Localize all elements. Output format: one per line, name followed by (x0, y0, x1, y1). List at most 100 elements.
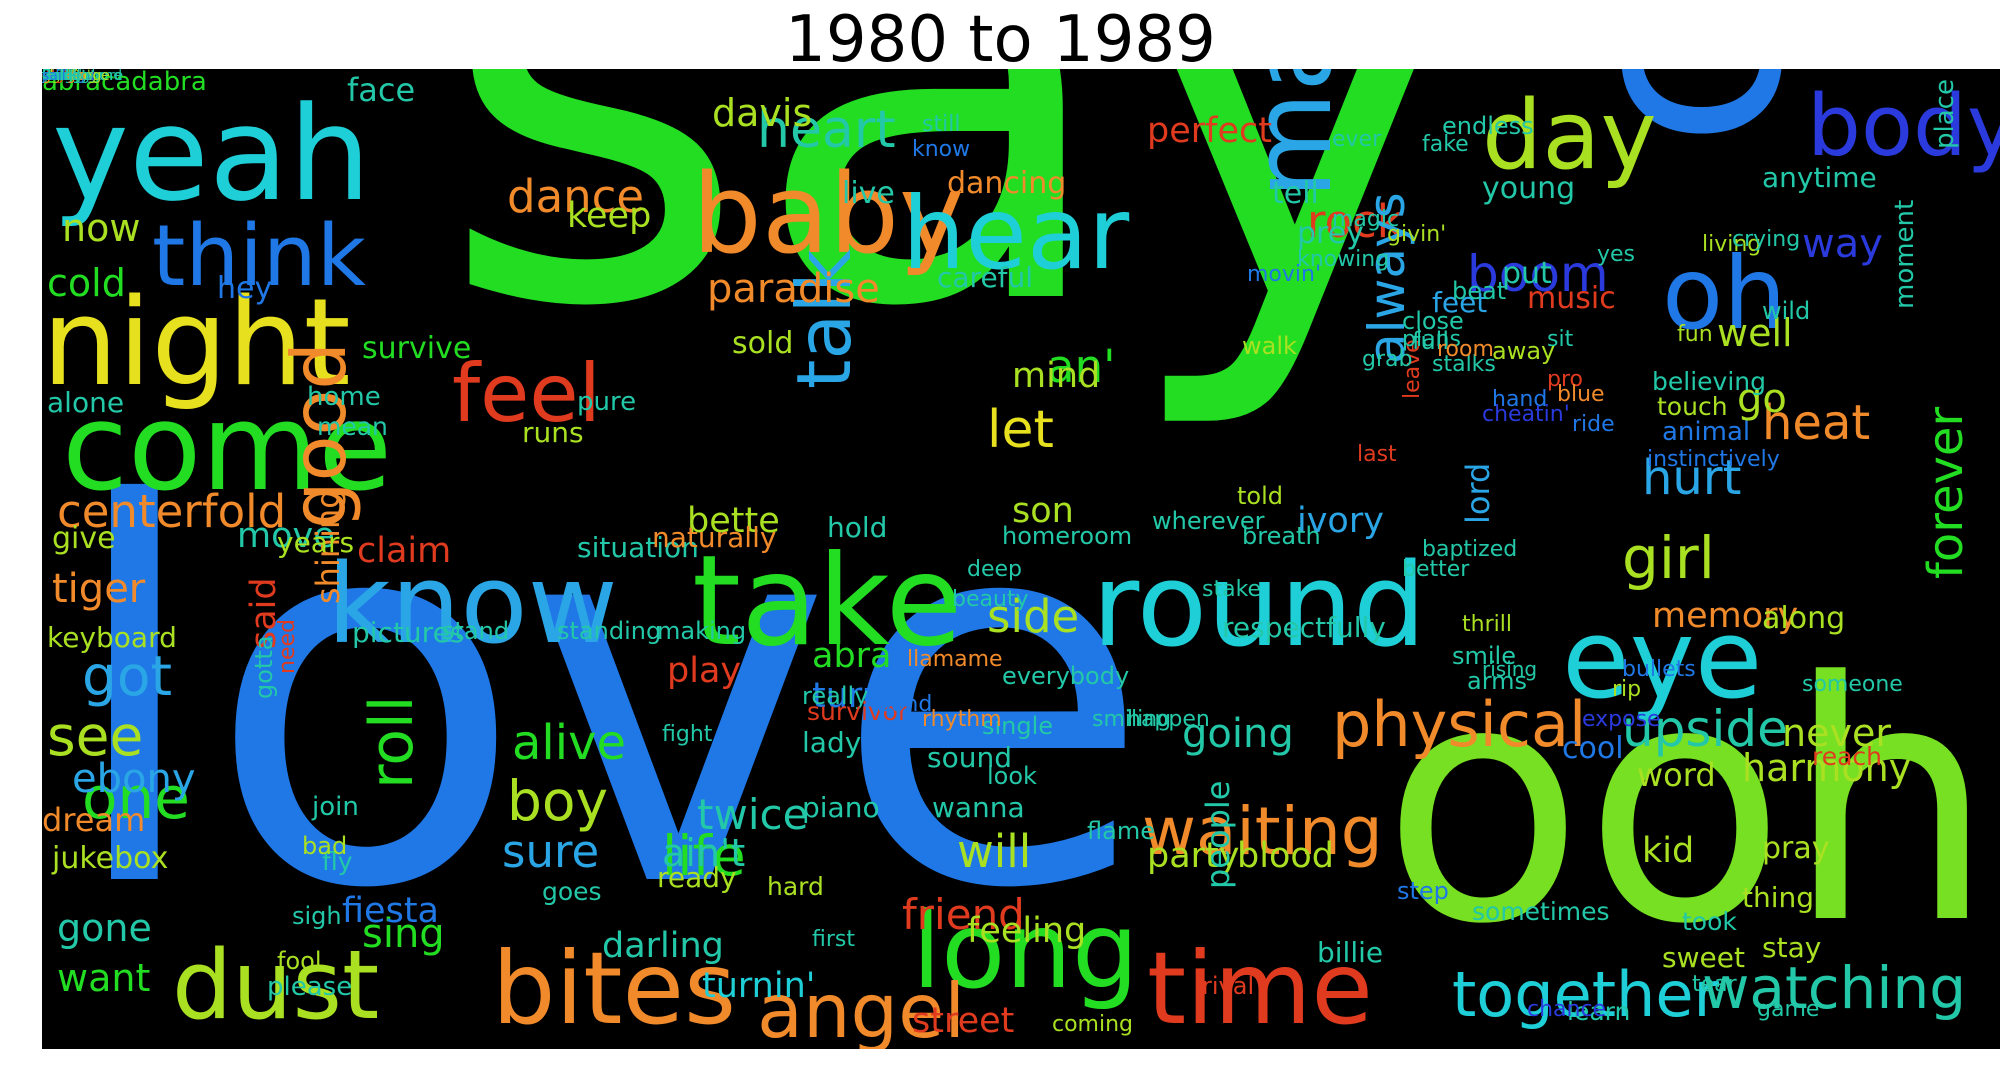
cloud-word: feeling (967, 911, 1087, 951)
cloud-word: give (52, 521, 116, 556)
cloud-word: bullets (1622, 657, 1696, 682)
cloud-word: sigh (292, 902, 342, 930)
cloud-word: flame (1087, 817, 1155, 845)
cloud-word: people (1199, 780, 1237, 889)
cloud-word: step (1397, 877, 1449, 905)
cloud-word: body (1807, 77, 2000, 176)
cloud-word: givin' (1387, 222, 1447, 247)
cloud-word: lady (802, 726, 862, 759)
cloud-word: situation (577, 531, 699, 564)
cloud-word: ever (1332, 127, 1382, 152)
cloud-word: years (277, 526, 355, 559)
cloud-word: yeah (52, 78, 371, 230)
cloud-word: put (1502, 256, 1552, 291)
cloud-word: wanna (932, 791, 1025, 824)
cloud-word: baby (692, 150, 965, 278)
cloud-word: ebony (72, 756, 196, 802)
cloud-word: bette (687, 501, 780, 541)
cloud-word: moment (1890, 199, 1920, 309)
cloud-word: movin' (1247, 262, 1322, 287)
cloud-word: join (312, 792, 359, 822)
cloud-word: come (62, 379, 393, 518)
cloud-word: first (812, 927, 855, 952)
cloud-word: fly (322, 847, 353, 876)
cloud-word: tell (1272, 176, 1319, 211)
cloud-word: world (42, 69, 81, 84)
cloud-word: everyone (42, 69, 108, 84)
cloud-word: alright (42, 69, 88, 84)
cloud-word: turn (812, 676, 884, 716)
cloud-word: hey (217, 271, 273, 306)
cloud-word: yes (1597, 242, 1636, 267)
cloud-word: deep (967, 557, 1022, 582)
cloud-word: living (1702, 232, 1762, 257)
cloud-word: young (1482, 171, 1576, 206)
cloud-word: way (1802, 221, 1883, 267)
cloud-word: know (327, 540, 618, 668)
cloud-word: right (42, 69, 75, 84)
cloud-word: dream (42, 801, 146, 839)
cloud-word: careful (937, 261, 1034, 294)
cloud-word: cover (42, 69, 81, 84)
cloud-word: music (1527, 281, 1616, 316)
cloud-word: far (42, 69, 62, 84)
cloud-word: smiling (1092, 707, 1172, 732)
cloud-word: love (62, 396, 1153, 1002)
cloud-word: keyboard (47, 621, 177, 654)
cloud-word: day (1482, 81, 1657, 191)
cloud-word: happen (1127, 707, 1210, 732)
cloud-word: llamame (907, 647, 1003, 672)
cloud-word: wherever (1152, 507, 1265, 535)
cloud-word: someone (1802, 672, 1903, 697)
cloud-word: smile (1452, 642, 1516, 670)
cloud-word: blue (1557, 382, 1605, 407)
cloud-word: survivor (807, 697, 909, 726)
cloud-word: fake (1422, 132, 1469, 157)
cloud-word: look (987, 762, 1037, 790)
cloud-word: time (1147, 930, 1373, 1047)
cloud-word: bites (492, 930, 737, 1047)
cloud-word: sweet (1662, 941, 1745, 974)
cloud-word: game (1757, 997, 1820, 1022)
cloud-word: darling (602, 926, 724, 966)
cloud-word: standing (557, 617, 662, 645)
cloud-word: one (82, 764, 190, 832)
cloud-word: endless (1442, 112, 1534, 140)
cloud-word: coming (1052, 1012, 1134, 1037)
cloud-word: centerfold (57, 485, 287, 538)
cloud-word: heat (1762, 395, 1871, 451)
cloud-word: chance (1527, 997, 1607, 1022)
cloud-word: let (987, 400, 1054, 460)
cloud-word: turnin' (702, 966, 816, 1006)
cloud-word: lord (1459, 462, 1497, 524)
cloud-word: ready (657, 861, 737, 894)
cloud-word: dancing (947, 166, 1067, 201)
cloud-word: nothing (42, 69, 96, 84)
cloud-word: sound (927, 741, 1012, 774)
cloud-word: better (1402, 557, 1470, 582)
cloud-word: belong (42, 69, 90, 84)
cloud-word: feet (1432, 286, 1488, 319)
cloud-word: word (1637, 756, 1716, 794)
cloud-word: respectfully (1222, 611, 1386, 644)
cloud-word: goes (542, 877, 602, 906)
cloud-word: prey (1297, 216, 1364, 251)
cloud-word: stay (1762, 931, 1822, 964)
cloud-word: line (42, 69, 68, 84)
cloud-word: fight (662, 722, 713, 747)
cloud-word: harmony (1742, 746, 1912, 790)
cloud-word: burnin' (42, 69, 91, 84)
cloud-word: single (982, 712, 1054, 740)
cloud-word: sing (362, 911, 445, 957)
cloud-word: place (1930, 79, 1960, 149)
cloud-word: rival (1202, 972, 1255, 1000)
cloud-word: made (42, 69, 82, 84)
cloud-word: back (42, 69, 76, 84)
cloud-word: took (1682, 907, 1737, 936)
cloud-word: rising (1482, 657, 1538, 681)
cloud-word: long (912, 890, 1139, 1012)
cloud-word: told (1237, 482, 1283, 510)
cloud-word: lover (42, 69, 78, 84)
cloud-word: take (692, 529, 963, 674)
cloud-word: animal (1662, 417, 1751, 447)
